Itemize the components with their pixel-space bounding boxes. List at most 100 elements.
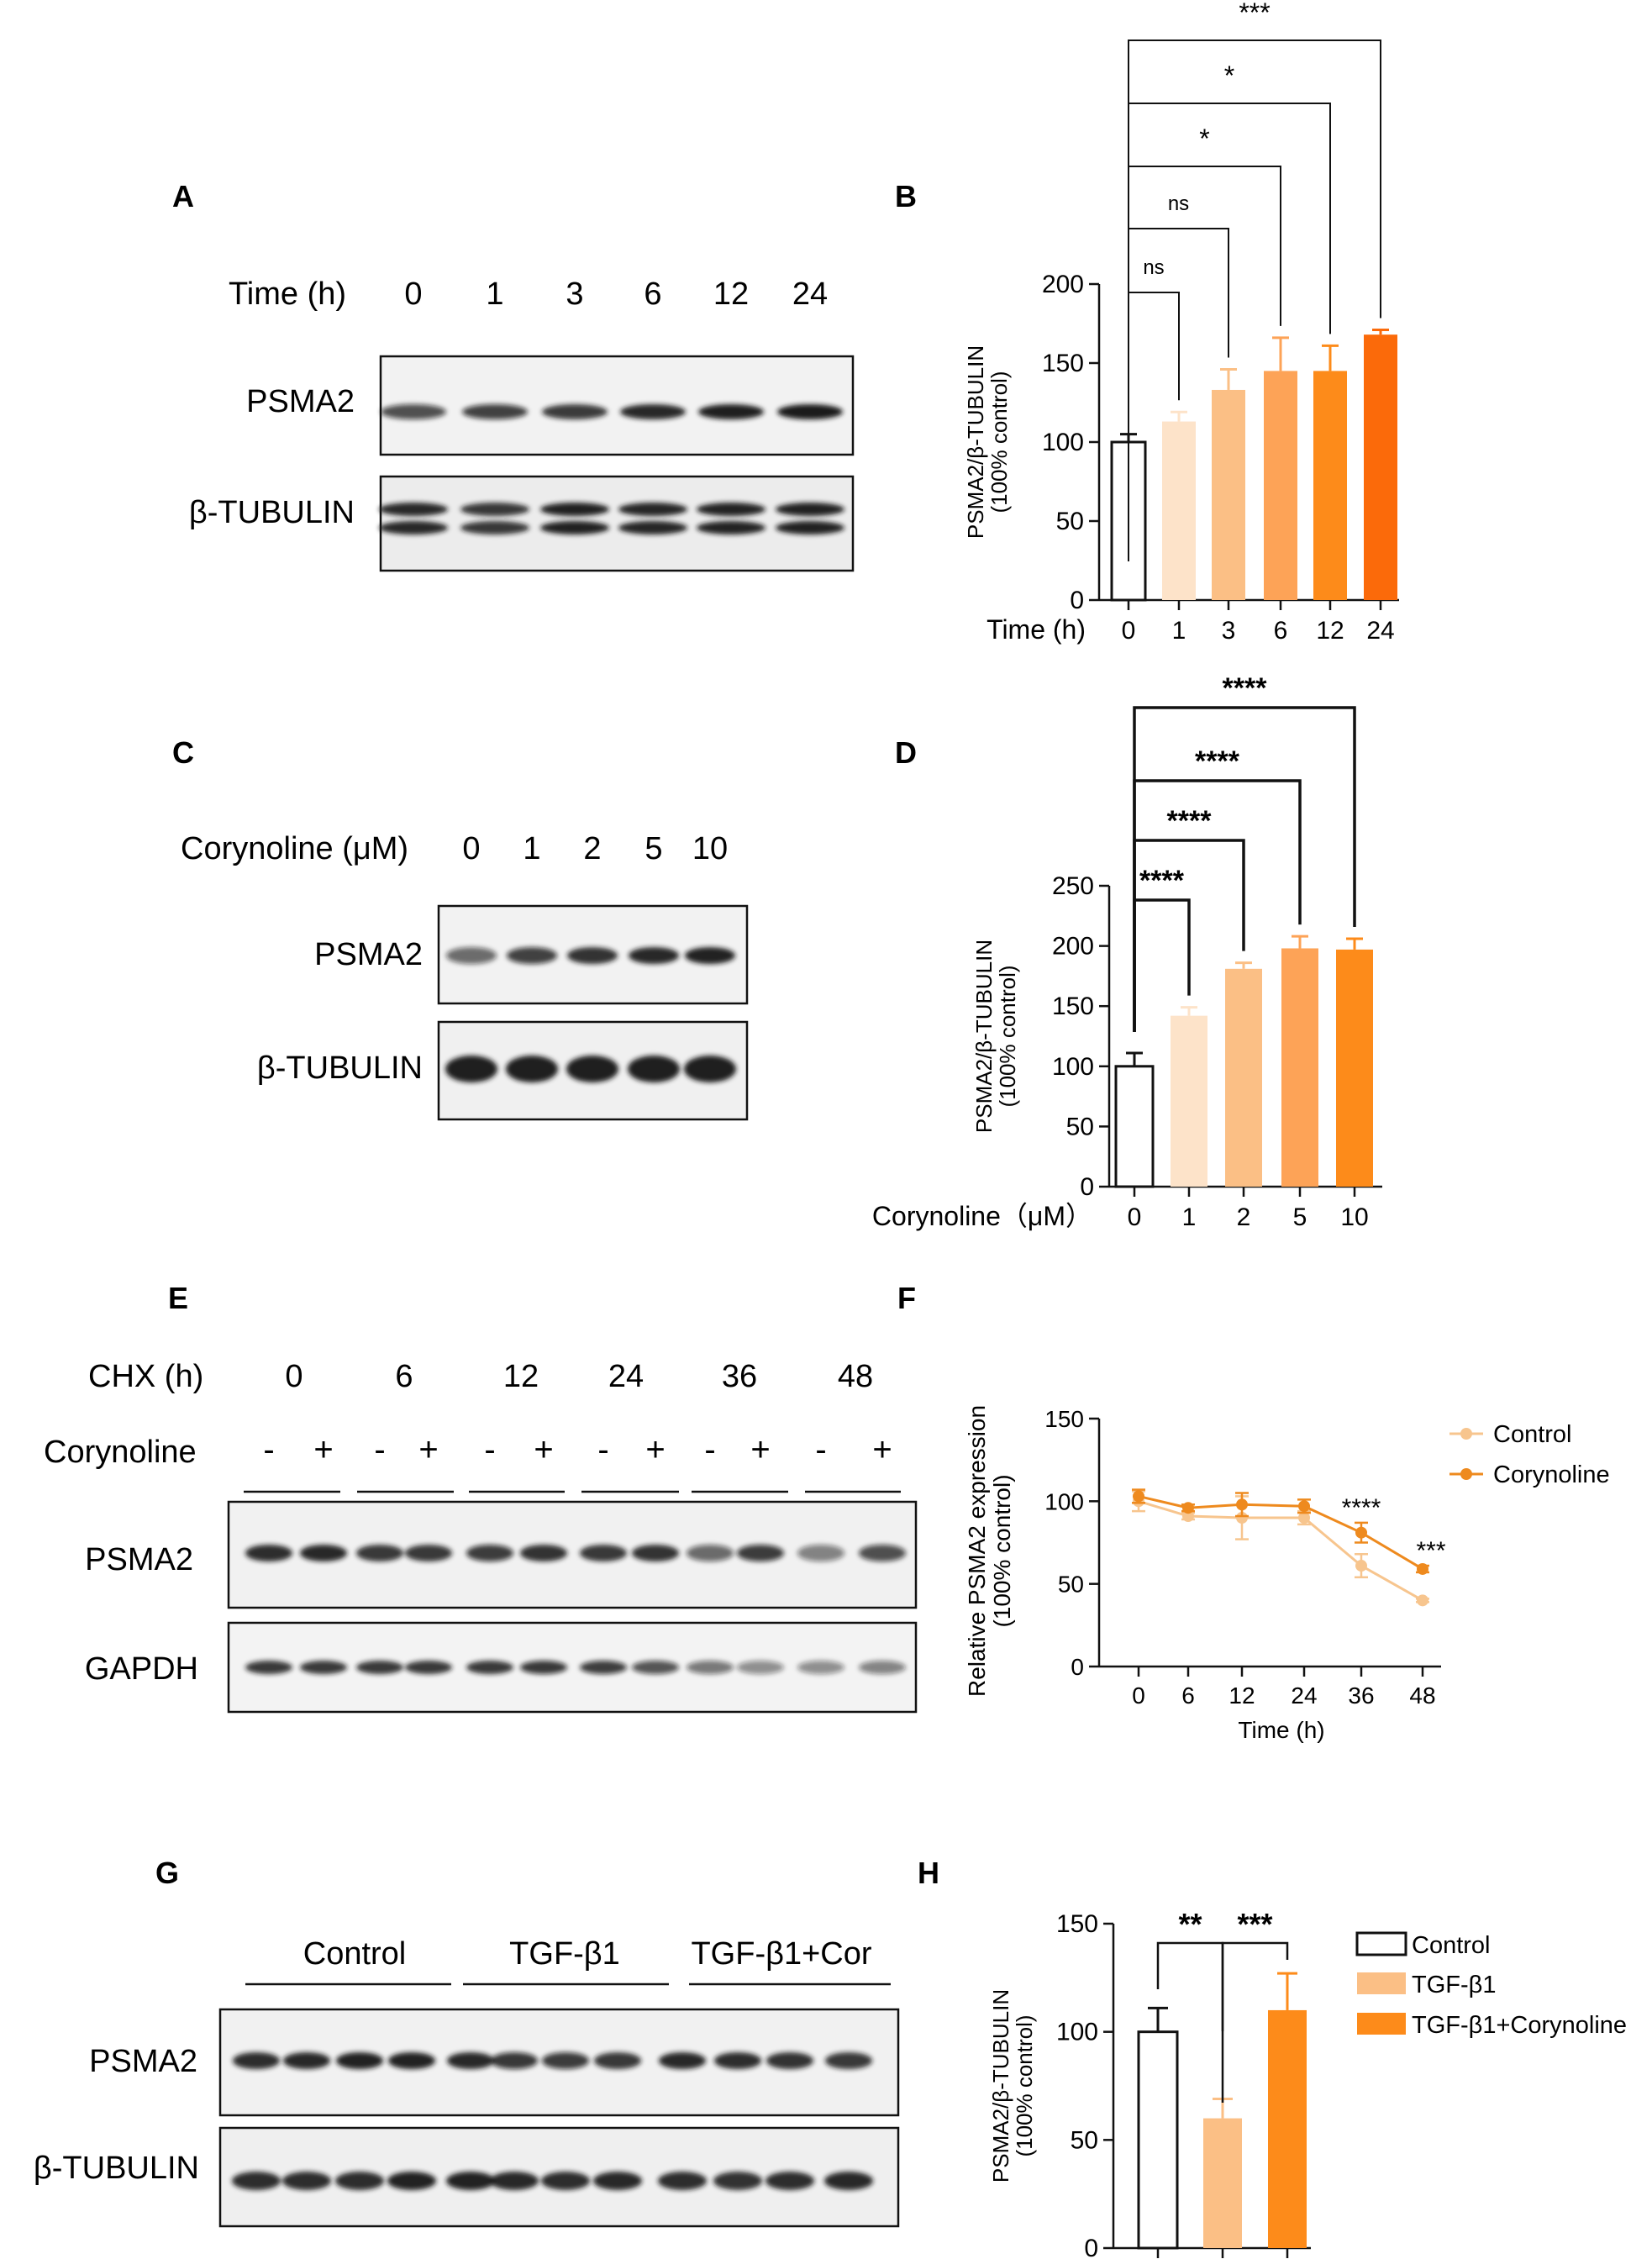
bands-e-band-5 [520,1661,567,1674]
chart-d-sig-bracket-3 [1133,706,1356,1032]
bands-e-band-0 [245,1661,292,1674]
chart-f-series-1-point-1 [1182,1502,1194,1514]
bands-c-band-4 [684,1056,736,1082]
bands-c-band-2 [567,947,618,964]
chart-d-y-tick-label-5: 250 [1052,872,1094,900]
blot-a-header-label: Time (h) [229,276,346,312]
bands-e-band-5 [520,1545,567,1561]
bands-g-band-4 [447,2052,494,2069]
bands-e-band-6 [580,1661,627,1674]
blot-e-signs: - + - + - + - + - + - + [244,1431,901,1493]
chart-f-y-tick-label-2: 100 [1044,1488,1084,1514]
bands-a-band-2-lower [540,521,609,534]
chart-f-series-1-point-3 [1298,1500,1310,1513]
bands-e-band-1 [300,1545,347,1561]
bands-c-band-1 [506,1056,558,1082]
blot-e-group-2: 12 [503,1359,539,1394]
chart-f-ylabel: Relative PSMA2 expression [964,1405,990,1697]
chart-d-x-tick-label-3: 5 [1293,1203,1307,1231]
chart-h-legend-swatch-2 [1357,2013,1406,2035]
bands-g-band-0 [232,2172,281,2190]
blot-e-group-0: 0 [285,1359,303,1394]
blot-g-group-control: Control [303,1936,407,1972]
bands-a-band-5-upper [776,503,844,516]
chart-b-y-tick-label-3: 150 [1042,350,1084,377]
blot-g-group-tgf: TGF-β1 [509,1936,620,1972]
blot-c-lane-2: 2 [583,831,601,866]
bands-e-band-7 [632,1661,679,1674]
blot-e-row-gapdh: GAPDH [85,1651,198,1687]
bands-e-band-10 [797,1661,844,1674]
chart-f-series-1-point-2 [1236,1498,1248,1511]
blot-e-sign-2-plus: + [534,1431,553,1468]
bands-a-band-3-lower [618,521,687,534]
bands-e-band-3 [405,1545,452,1561]
blot-e-sign-3-minus: - [597,1431,608,1468]
bands-g-band-3 [388,2052,435,2069]
bands-a-band-5-lower [776,521,844,534]
chart-b-bar-2 [1212,389,1245,600]
chart-f: 0 50 100 150 0 6 12 24 36 48 Time (h) Relative PSMA… [964,1405,1610,1743]
blot-a-lane-labels: 0 1 3 6 12 24 [404,276,828,312]
blot-c-lane-3: 5 [644,831,662,866]
chart-b: 0 50 100 150 200 PSMA2/β-TUBULIN(100% control… [963,0,1399,645]
blot-a-psma2-box [379,355,855,456]
blot-a-row-psma2: PSMA2 [246,384,355,419]
bands-g-band-11 [825,2052,872,2069]
panel-label-a: A [172,179,194,213]
chart-d-ylabel-unit: (100% control) [995,965,1020,1107]
bands-g-band-6 [542,2052,589,2069]
chart-b-x-tick-label-5: 24 [1366,617,1394,645]
bands-g-band-10 [766,2052,813,2069]
chart-f-x-tick-label-5: 48 [1409,1682,1435,1709]
blot-e-treatment-label: Corynoline [44,1435,197,1470]
blot-c-lane-4: 10 [692,831,728,866]
blot-c-row-psma2: PSMA2 [314,937,423,972]
bands-g-band-0 [233,2052,280,2069]
chart-d-y-tick-label-2: 100 [1052,1053,1094,1081]
chart-f-x-tick-label-1: 6 [1181,1682,1195,1709]
chart-h-legend-swatch-1 [1357,1972,1406,1994]
blot-a-lane-5: 24 [792,276,828,312]
bands-a-band-3 [620,404,686,419]
blot-e-sign-5-plus: + [872,1431,892,1468]
bands-c-band-1 [507,947,557,964]
bands-e-band-8 [687,1661,734,1674]
chart-f-legend-marker-1 [1460,1468,1472,1480]
chart-b-bar-3 [1264,371,1297,600]
chart-h-legend-swatch-0 [1355,1931,1407,1956]
chart-h-y-tick-label-1: 50 [1071,2126,1098,2154]
chart-f-x-tick-label-2: 12 [1228,1682,1255,1709]
chart-f-series-1-point-4 [1355,1526,1367,1539]
chart-b-x-tick-label-1: 1 [1172,617,1186,645]
chart-d-bar-2 [1225,968,1262,1187]
chart-b-y-tick-label-4: 200 [1042,271,1084,298]
chart-b-ylabel-unit: (100% control) [986,371,1012,513]
chart-f-series-0-point-4 [1355,1560,1367,1572]
bands-a-band-1-lower [460,521,529,534]
blot-a: Time (h) 0 1 3 6 12 24 PSMA2 β-TUBULIN [189,276,855,572]
chart-d-sig-bracket-2 [1133,779,1302,1032]
bands-e-band-7 [632,1545,679,1561]
chart-h-y-tick-label-0: 0 [1084,2235,1098,2259]
chart-b-ylabel: PSMA2/β-TUBULIN [963,345,988,539]
chart-b-x-tick-label-2: 3 [1222,617,1236,645]
chart-h-legend-label-2: TGF-β1+Corynoline [1412,2012,1627,2039]
bands-g-band-7 [594,2052,641,2069]
blot-c: Corynoline (μM) 0 1 2 5 10 PSMA2 β-TUBUL… [181,831,749,1121]
chart-b-bar-5 [1364,334,1397,600]
blot-c-lane-1: 1 [523,831,540,866]
chart-b-sig-label-2: * [1199,124,1209,154]
bands-e-band-4 [466,1661,513,1674]
chart-d-sig-label-1: **** [1167,805,1213,837]
chart-d-y-tick-label-0: 0 [1080,1173,1094,1201]
chart-d-y-tick-label-4: 200 [1052,933,1094,961]
blot-e-group-4: 36 [722,1359,757,1394]
chart-h-ylabel: PSMA2/β-TUBULIN [988,1989,1013,2183]
blot-a-tubulin-box [379,475,855,572]
bands-e-band-4 [466,1545,513,1561]
panel-label-f: F [897,1281,916,1315]
bands-g-band-5 [491,2052,538,2069]
bands-a-band-4-upper [697,503,765,516]
